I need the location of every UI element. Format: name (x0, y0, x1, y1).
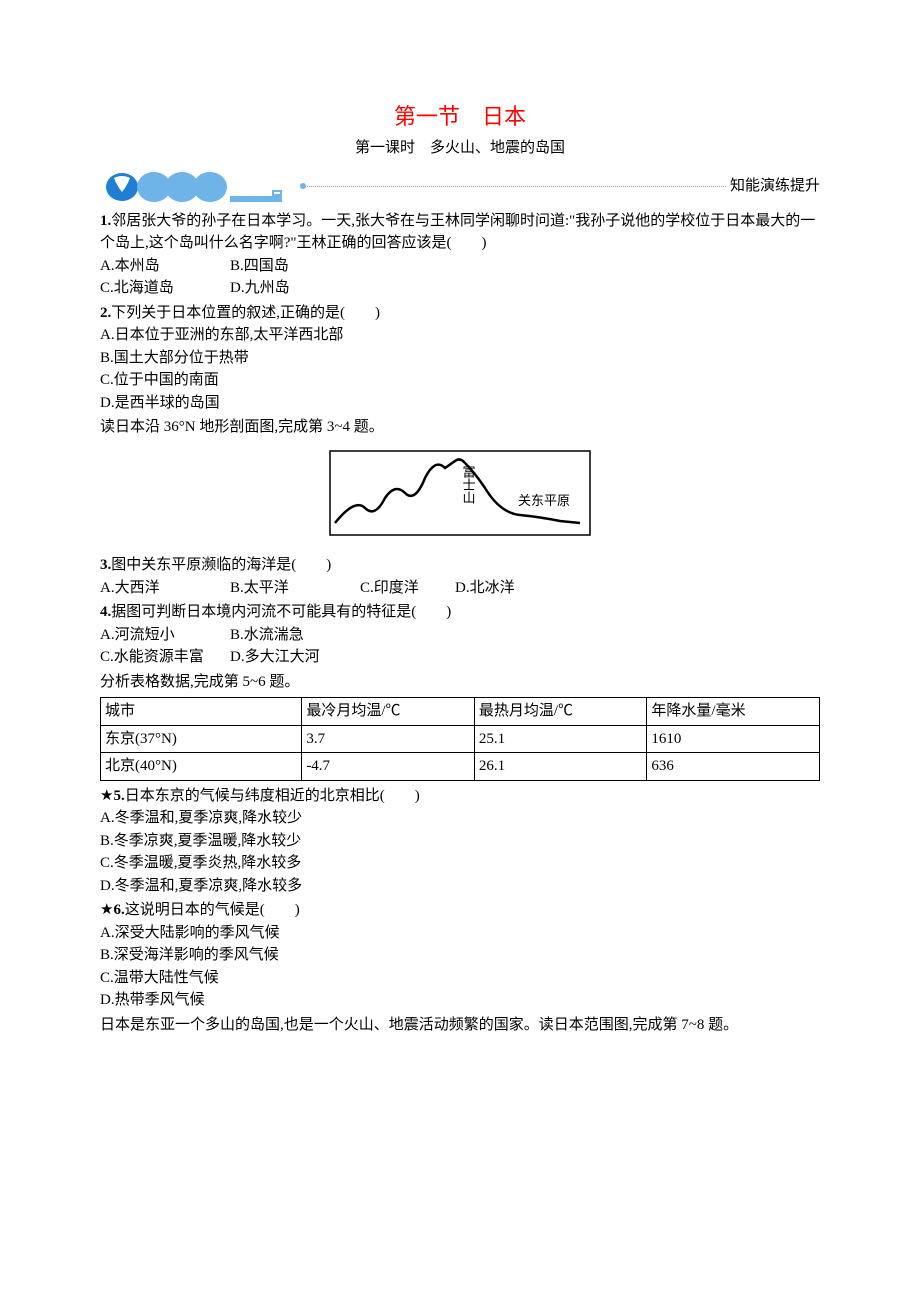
option-b: B.四国岛 (230, 255, 360, 278)
table-cell: 26.1 (474, 753, 647, 781)
option-a: A.本州岛 (100, 255, 230, 278)
option-c: C.温带大陆性气候 (100, 967, 820, 990)
question-text: 2.下列关于日本位置的叙述,正确的是( ) (100, 302, 820, 325)
question-body: 据图可判断日本境内河流不可能具有的特征是( ) (111, 604, 451, 620)
options-row: C.北海道岛D.九州岛 (100, 277, 820, 300)
question-5: ★5.日本东京的气候与纬度相近的北京相比( ) A.冬季温和,夏季凉爽,降水较少… (100, 785, 820, 898)
table-cell: -4.7 (302, 753, 475, 781)
table-cell: 北京(40°N) (101, 753, 302, 781)
terrain-profile-icon: 富士山 关东平原 (320, 443, 600, 543)
question-1: 1.邻居张大爷的孙子在日本学习。一天,张大爷在与王林同学闲聊时问道:"我孙子说他… (100, 210, 820, 300)
star-icon: ★ (100, 902, 113, 918)
option-b: B.水流湍急 (230, 624, 360, 647)
question-3: 3.图中关东平原濒临的海洋是( ) A.大西洋B.太平洋C.印度洋D.北冰洋 (100, 554, 820, 599)
question-6: ★6.这说明日本的气候是( ) A.深受大陆影响的季风气候 B.深受海洋影响的季… (100, 899, 820, 1012)
option-c: C.冬季温暖,夏季炎热,降水较多 (100, 852, 820, 875)
banner-label: 知能演练提升 (730, 175, 820, 198)
table-header-cell: 最冷月均温/℃ (302, 698, 475, 726)
table-cell: 636 (647, 753, 820, 781)
table-header-cell: 年降水量/毫米 (647, 698, 820, 726)
question-text: 4.据图可判断日本境内河流不可能具有的特征是( ) (100, 601, 820, 624)
lesson-subtitle: 第一课时 多火山、地震的岛国 (100, 137, 820, 160)
option-a: A.日本位于亚洲的东部,太平洋西北部 (100, 324, 820, 347)
option-b: B.太平洋 (230, 577, 360, 600)
question-text: 1.邻居张大爷的孙子在日本学习。一天,张大爷在与王林同学闲聊时问道:"我孙子说他… (100, 210, 820, 255)
table-row: 东京(37°N) 3.7 25.1 1610 (101, 725, 820, 753)
table-cell: 1610 (647, 725, 820, 753)
question-number: 1. (100, 213, 111, 229)
question-number: 6. (113, 902, 124, 918)
fuji-label: 富士山 (461, 464, 476, 504)
question-text: 3.图中关东平原濒临的海洋是( ) (100, 554, 820, 577)
question-body: 下列关于日本位置的叙述,正确的是( ) (111, 305, 380, 321)
climate-table: 城市 最冷月均温/℃ 最热月均温/℃ 年降水量/毫米 东京(37°N) 3.7 … (100, 697, 820, 781)
question-text: ★5.日本东京的气候与纬度相近的北京相比( ) (100, 785, 820, 808)
question-56-intro: 分析表格数据,完成第 5~6 题。 (100, 671, 820, 694)
question-2: 2.下列关于日本位置的叙述,正确的是( ) A.日本位于亚洲的东部,太平洋西北部… (100, 302, 820, 415)
question-78-intro: 日本是东亚一个多山的岛国,也是一个火山、地震活动频繁的国家。读日本范围图,完成第… (100, 1014, 820, 1037)
question-number: 5. (113, 788, 124, 804)
option-d: D.北冰洋 (455, 577, 585, 600)
option-d: D.是西半球的岛国 (100, 392, 820, 415)
option-b: B.深受海洋影响的季风气候 (100, 944, 820, 967)
question-body: 邻居张大爷的孙子在日本学习。一天,张大爷在与王林同学闲聊时问道:"我孙子说他的学… (100, 213, 815, 252)
options-row: A.河流短小B.水流湍急 (100, 624, 820, 647)
banner: 知能演练提升 (100, 168, 820, 206)
question-body: 这说明日本的气候是( ) (125, 902, 300, 918)
terrain-diagram: 富士山 关东平原 (100, 443, 820, 551)
banner-badge-icon (100, 168, 300, 206)
table-header-cell: 城市 (101, 698, 302, 726)
table-header-row: 城市 最冷月均温/℃ 最热月均温/℃ 年降水量/毫米 (101, 698, 820, 726)
option-d: D.冬季温和,夏季凉爽,降水较多 (100, 875, 820, 898)
option-a: A.冬季温和,夏季凉爽,降水较少 (100, 807, 820, 830)
option-b: B.国土大部分位于热带 (100, 347, 820, 370)
kanto-label: 关东平原 (518, 493, 570, 508)
question-body: 日本东京的气候与纬度相近的北京相比( ) (125, 788, 420, 804)
option-c: C.位于中国的南面 (100, 369, 820, 392)
question-number: 2. (100, 305, 111, 321)
option-d: D.九州岛 (230, 277, 360, 300)
option-d: D.多大江大河 (230, 646, 360, 669)
banner-dot-icon (300, 183, 306, 189)
section-title: 第一节 日本 (100, 100, 820, 133)
banner-divider (300, 186, 726, 187)
options-row: A.大西洋B.太平洋C.印度洋D.北冰洋 (100, 577, 820, 600)
question-34-intro: 读日本沿 36°N 地形剖面图,完成第 3~4 题。 (100, 416, 820, 439)
table-cell: 3.7 (302, 725, 475, 753)
option-c: C.水能资源丰富 (100, 646, 230, 669)
option-d: D.热带季风气候 (100, 989, 820, 1012)
option-b: B.冬季凉爽,夏季温暖,降水较少 (100, 830, 820, 853)
question-text: ★6.这说明日本的气候是( ) (100, 899, 820, 922)
question-number: 3. (100, 557, 111, 573)
question-4: 4.据图可判断日本境内河流不可能具有的特征是( ) A.河流短小B.水流湍急 C… (100, 601, 820, 669)
table-header-cell: 最热月均温/℃ (474, 698, 647, 726)
question-number: 4. (100, 604, 111, 620)
question-body: 图中关东平原濒临的海洋是( ) (111, 557, 331, 573)
table-row: 北京(40°N) -4.7 26.1 636 (101, 753, 820, 781)
table-cell: 东京(37°N) (101, 725, 302, 753)
table-cell: 25.1 (474, 725, 647, 753)
option-a: A.河流短小 (100, 624, 230, 647)
option-c: C.印度洋 (360, 577, 455, 600)
options-row: A.本州岛B.四国岛 (100, 255, 820, 278)
option-c: C.北海道岛 (100, 277, 230, 300)
star-icon: ★ (100, 788, 113, 804)
option-a: A.深受大陆影响的季风气候 (100, 922, 820, 945)
option-a: A.大西洋 (100, 577, 230, 600)
options-row: C.水能资源丰富D.多大江大河 (100, 646, 820, 669)
